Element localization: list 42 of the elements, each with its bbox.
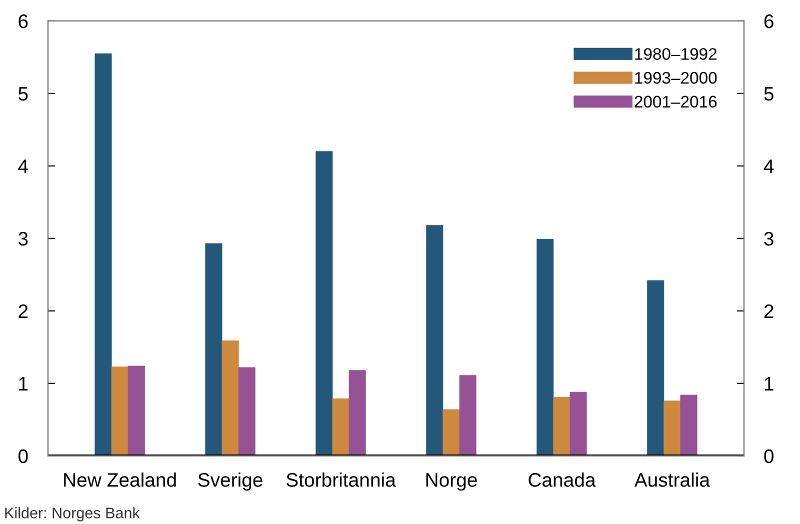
bar [111, 366, 128, 456]
bar [570, 392, 587, 456]
bar [553, 396, 570, 456]
bar [128, 366, 145, 456]
y2-tick-label: 1 [764, 377, 774, 390]
legend-label: 1980–1992 [635, 48, 717, 60]
legend-label: 1993–2000 [635, 72, 717, 84]
y2-tick-label: 6 [764, 14, 774, 28]
text: Kilder: Norges Bank [5, 507, 140, 522]
y-tick-label: 0 [18, 449, 28, 464]
y-tick-label: 3 [18, 232, 28, 246]
bar [664, 400, 681, 456]
bar [348, 370, 366, 456]
x-tick-label: Canada [528, 472, 596, 487]
y-tick-label: 5 [18, 87, 28, 101]
bar [332, 398, 350, 456]
bar [316, 151, 333, 456]
x-tick-label: New Zealand [64, 472, 176, 487]
x-tick-label: Storbritannia [286, 472, 396, 487]
bar [680, 394, 698, 456]
legend-label: 2001–2016 [634, 96, 717, 108]
x-tick-label: Australia [634, 472, 710, 487]
x-tick-label: Norge [426, 473, 477, 491]
y2-tick-label: 4 [764, 160, 774, 173]
bar [94, 53, 112, 456]
bar [222, 340, 239, 456]
bar [205, 243, 222, 456]
y2-tick-label: 3 [764, 232, 774, 246]
bar [238, 367, 256, 456]
y2-tick-label: 5 [764, 87, 774, 101]
bar [442, 409, 460, 456]
bar [426, 225, 444, 456]
y-tick-label: 2 [18, 304, 28, 318]
y2-tick-label: 2 [764, 304, 774, 318]
bar [647, 280, 664, 456]
y2-tick-label: 0 [764, 449, 774, 464]
bar [536, 238, 554, 456]
y-tick-label: 1 [19, 377, 28, 390]
y-tick-label: 6 [18, 14, 28, 28]
bar [459, 375, 476, 456]
x-tick-label: Sverige [198, 472, 262, 491]
y-tick-label: 4 [18, 160, 28, 173]
